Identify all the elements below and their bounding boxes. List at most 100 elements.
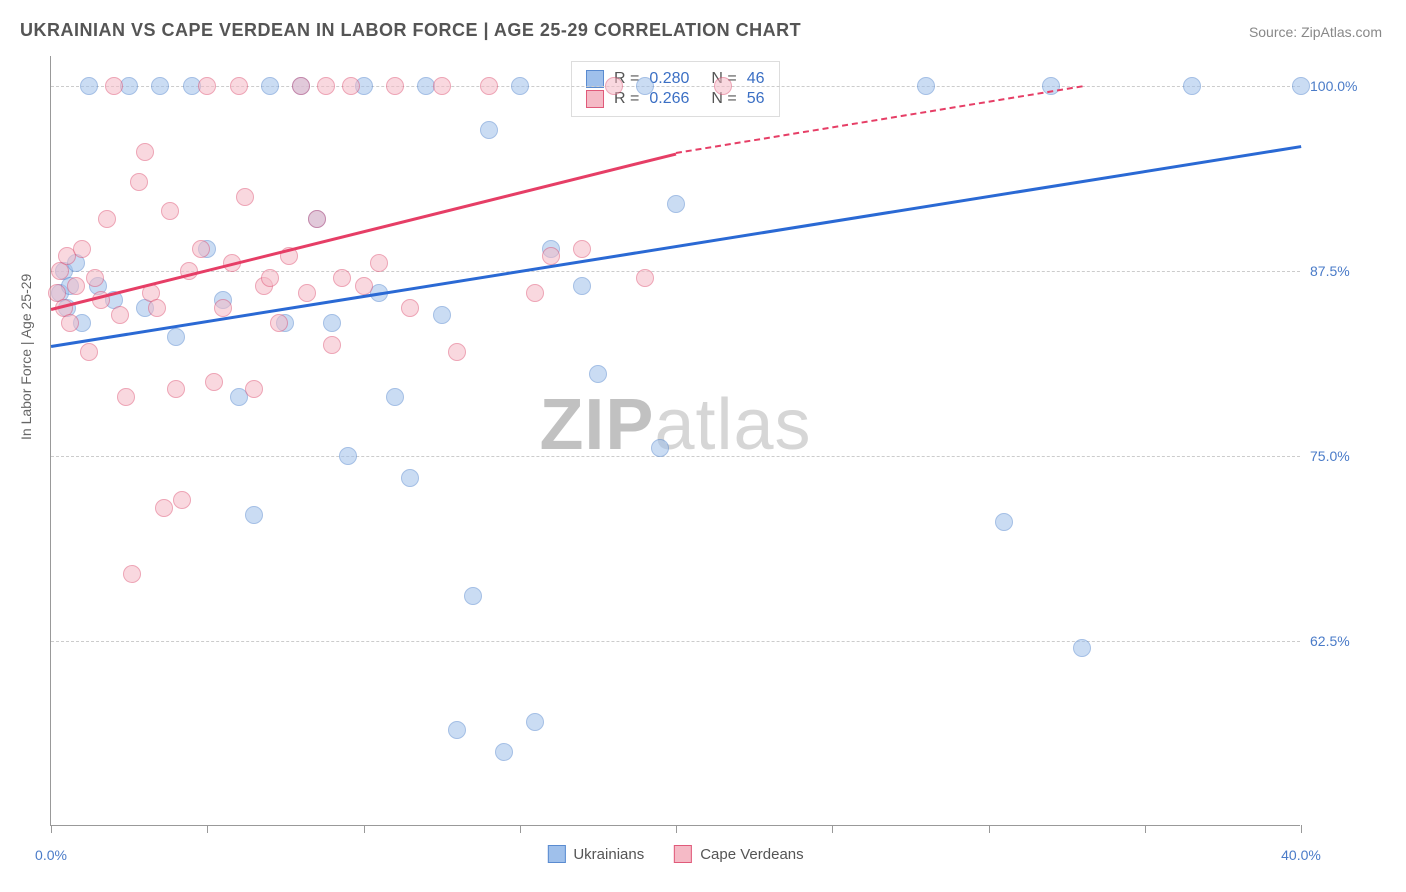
- legend-label: Cape Verdeans: [700, 846, 803, 863]
- scatter-marker: [995, 513, 1013, 531]
- source-attribution: Source: ZipAtlas.com: [1249, 24, 1382, 40]
- scatter-marker: [214, 299, 232, 317]
- scatter-marker: [542, 247, 560, 265]
- scatter-marker: [105, 77, 123, 95]
- legend-item: Cape Verdeans: [674, 845, 803, 863]
- scatter-marker: [86, 269, 104, 287]
- x-tick-label: 0.0%: [35, 847, 67, 863]
- scatter-marker: [342, 77, 360, 95]
- scatter-plot-area: ZIPatlas R =0.280N =46R =0.266N =56 Ukra…: [50, 56, 1300, 826]
- scatter-marker: [495, 743, 513, 761]
- scatter-marker: [667, 195, 685, 213]
- x-tick-label: 40.0%: [1281, 847, 1321, 863]
- legend-label: Ukrainians: [573, 846, 644, 863]
- scatter-marker: [117, 388, 135, 406]
- scatter-marker: [292, 77, 310, 95]
- watermark: ZIPatlas: [539, 384, 811, 466]
- gridline-horizontal: [51, 271, 1300, 272]
- scatter-marker: [111, 306, 129, 324]
- x-tick: [207, 825, 208, 833]
- legend-swatch: [586, 90, 604, 108]
- scatter-marker: [308, 210, 326, 228]
- scatter-marker: [298, 284, 316, 302]
- scatter-marker: [448, 721, 466, 739]
- scatter-marker: [464, 587, 482, 605]
- legend-item: Ukrainians: [547, 845, 644, 863]
- scatter-marker: [917, 77, 935, 95]
- scatter-marker: [230, 77, 248, 95]
- scatter-marker: [433, 306, 451, 324]
- scatter-marker: [151, 77, 169, 95]
- y-tick-label: 87.5%: [1310, 263, 1380, 279]
- scatter-marker: [98, 210, 116, 228]
- scatter-marker: [386, 77, 404, 95]
- scatter-marker: [245, 380, 263, 398]
- series-legend: Ukrainians Cape Verdeans: [547, 845, 803, 863]
- y-tick-label: 75.0%: [1310, 448, 1380, 464]
- scatter-marker: [339, 447, 357, 465]
- scatter-marker: [605, 77, 623, 95]
- scatter-marker: [573, 277, 591, 295]
- scatter-marker: [651, 439, 669, 457]
- scatter-marker: [61, 314, 79, 332]
- y-tick-label: 62.5%: [1310, 633, 1380, 649]
- scatter-marker: [636, 77, 654, 95]
- scatter-marker: [236, 188, 254, 206]
- scatter-marker: [123, 565, 141, 583]
- scatter-marker: [80, 77, 98, 95]
- scatter-marker: [130, 173, 148, 191]
- scatter-marker: [148, 299, 166, 317]
- scatter-marker: [448, 343, 466, 361]
- scatter-marker: [355, 277, 373, 295]
- gridline-horizontal: [51, 641, 1300, 642]
- scatter-marker: [192, 240, 210, 258]
- scatter-marker: [155, 499, 173, 517]
- scatter-marker: [526, 284, 544, 302]
- y-tick-label: 100.0%: [1310, 78, 1380, 94]
- scatter-marker: [333, 269, 351, 287]
- scatter-marker: [511, 77, 529, 95]
- scatter-marker: [67, 277, 85, 295]
- legend-swatch: [674, 845, 692, 863]
- x-tick: [1301, 825, 1302, 833]
- scatter-marker: [714, 77, 732, 95]
- scatter-marker: [270, 314, 288, 332]
- scatter-marker: [480, 121, 498, 139]
- x-tick: [989, 825, 990, 833]
- scatter-marker: [173, 491, 191, 509]
- x-tick: [832, 825, 833, 833]
- scatter-marker: [261, 269, 279, 287]
- scatter-marker: [1183, 77, 1201, 95]
- x-tick: [520, 825, 521, 833]
- scatter-marker: [136, 143, 154, 161]
- scatter-marker: [73, 240, 91, 258]
- scatter-marker: [401, 299, 419, 317]
- scatter-marker: [261, 77, 279, 95]
- scatter-marker: [401, 469, 419, 487]
- x-tick: [1145, 825, 1146, 833]
- scatter-marker: [480, 77, 498, 95]
- scatter-marker: [161, 202, 179, 220]
- chart-title: UKRAINIAN VS CAPE VERDEAN IN LABOR FORCE…: [20, 20, 801, 41]
- scatter-marker: [205, 373, 223, 391]
- scatter-marker: [386, 388, 404, 406]
- scatter-marker: [1073, 639, 1091, 657]
- x-tick: [364, 825, 365, 833]
- scatter-marker: [167, 380, 185, 398]
- legend-swatch: [547, 845, 565, 863]
- scatter-marker: [317, 77, 335, 95]
- scatter-marker: [433, 77, 451, 95]
- scatter-marker: [245, 506, 263, 524]
- scatter-marker: [323, 336, 341, 354]
- scatter-marker: [323, 314, 341, 332]
- scatter-marker: [573, 240, 591, 258]
- watermark-zip: ZIP: [539, 385, 654, 465]
- scatter-marker: [526, 713, 544, 731]
- correlation-legend: R =0.280N =46R =0.266N =56: [571, 61, 780, 117]
- gridline-horizontal: [51, 456, 1300, 457]
- scatter-marker: [198, 77, 216, 95]
- trendline: [51, 145, 1301, 347]
- legend-n-value: 56: [747, 90, 765, 108]
- scatter-marker: [120, 77, 138, 95]
- scatter-marker: [370, 254, 388, 272]
